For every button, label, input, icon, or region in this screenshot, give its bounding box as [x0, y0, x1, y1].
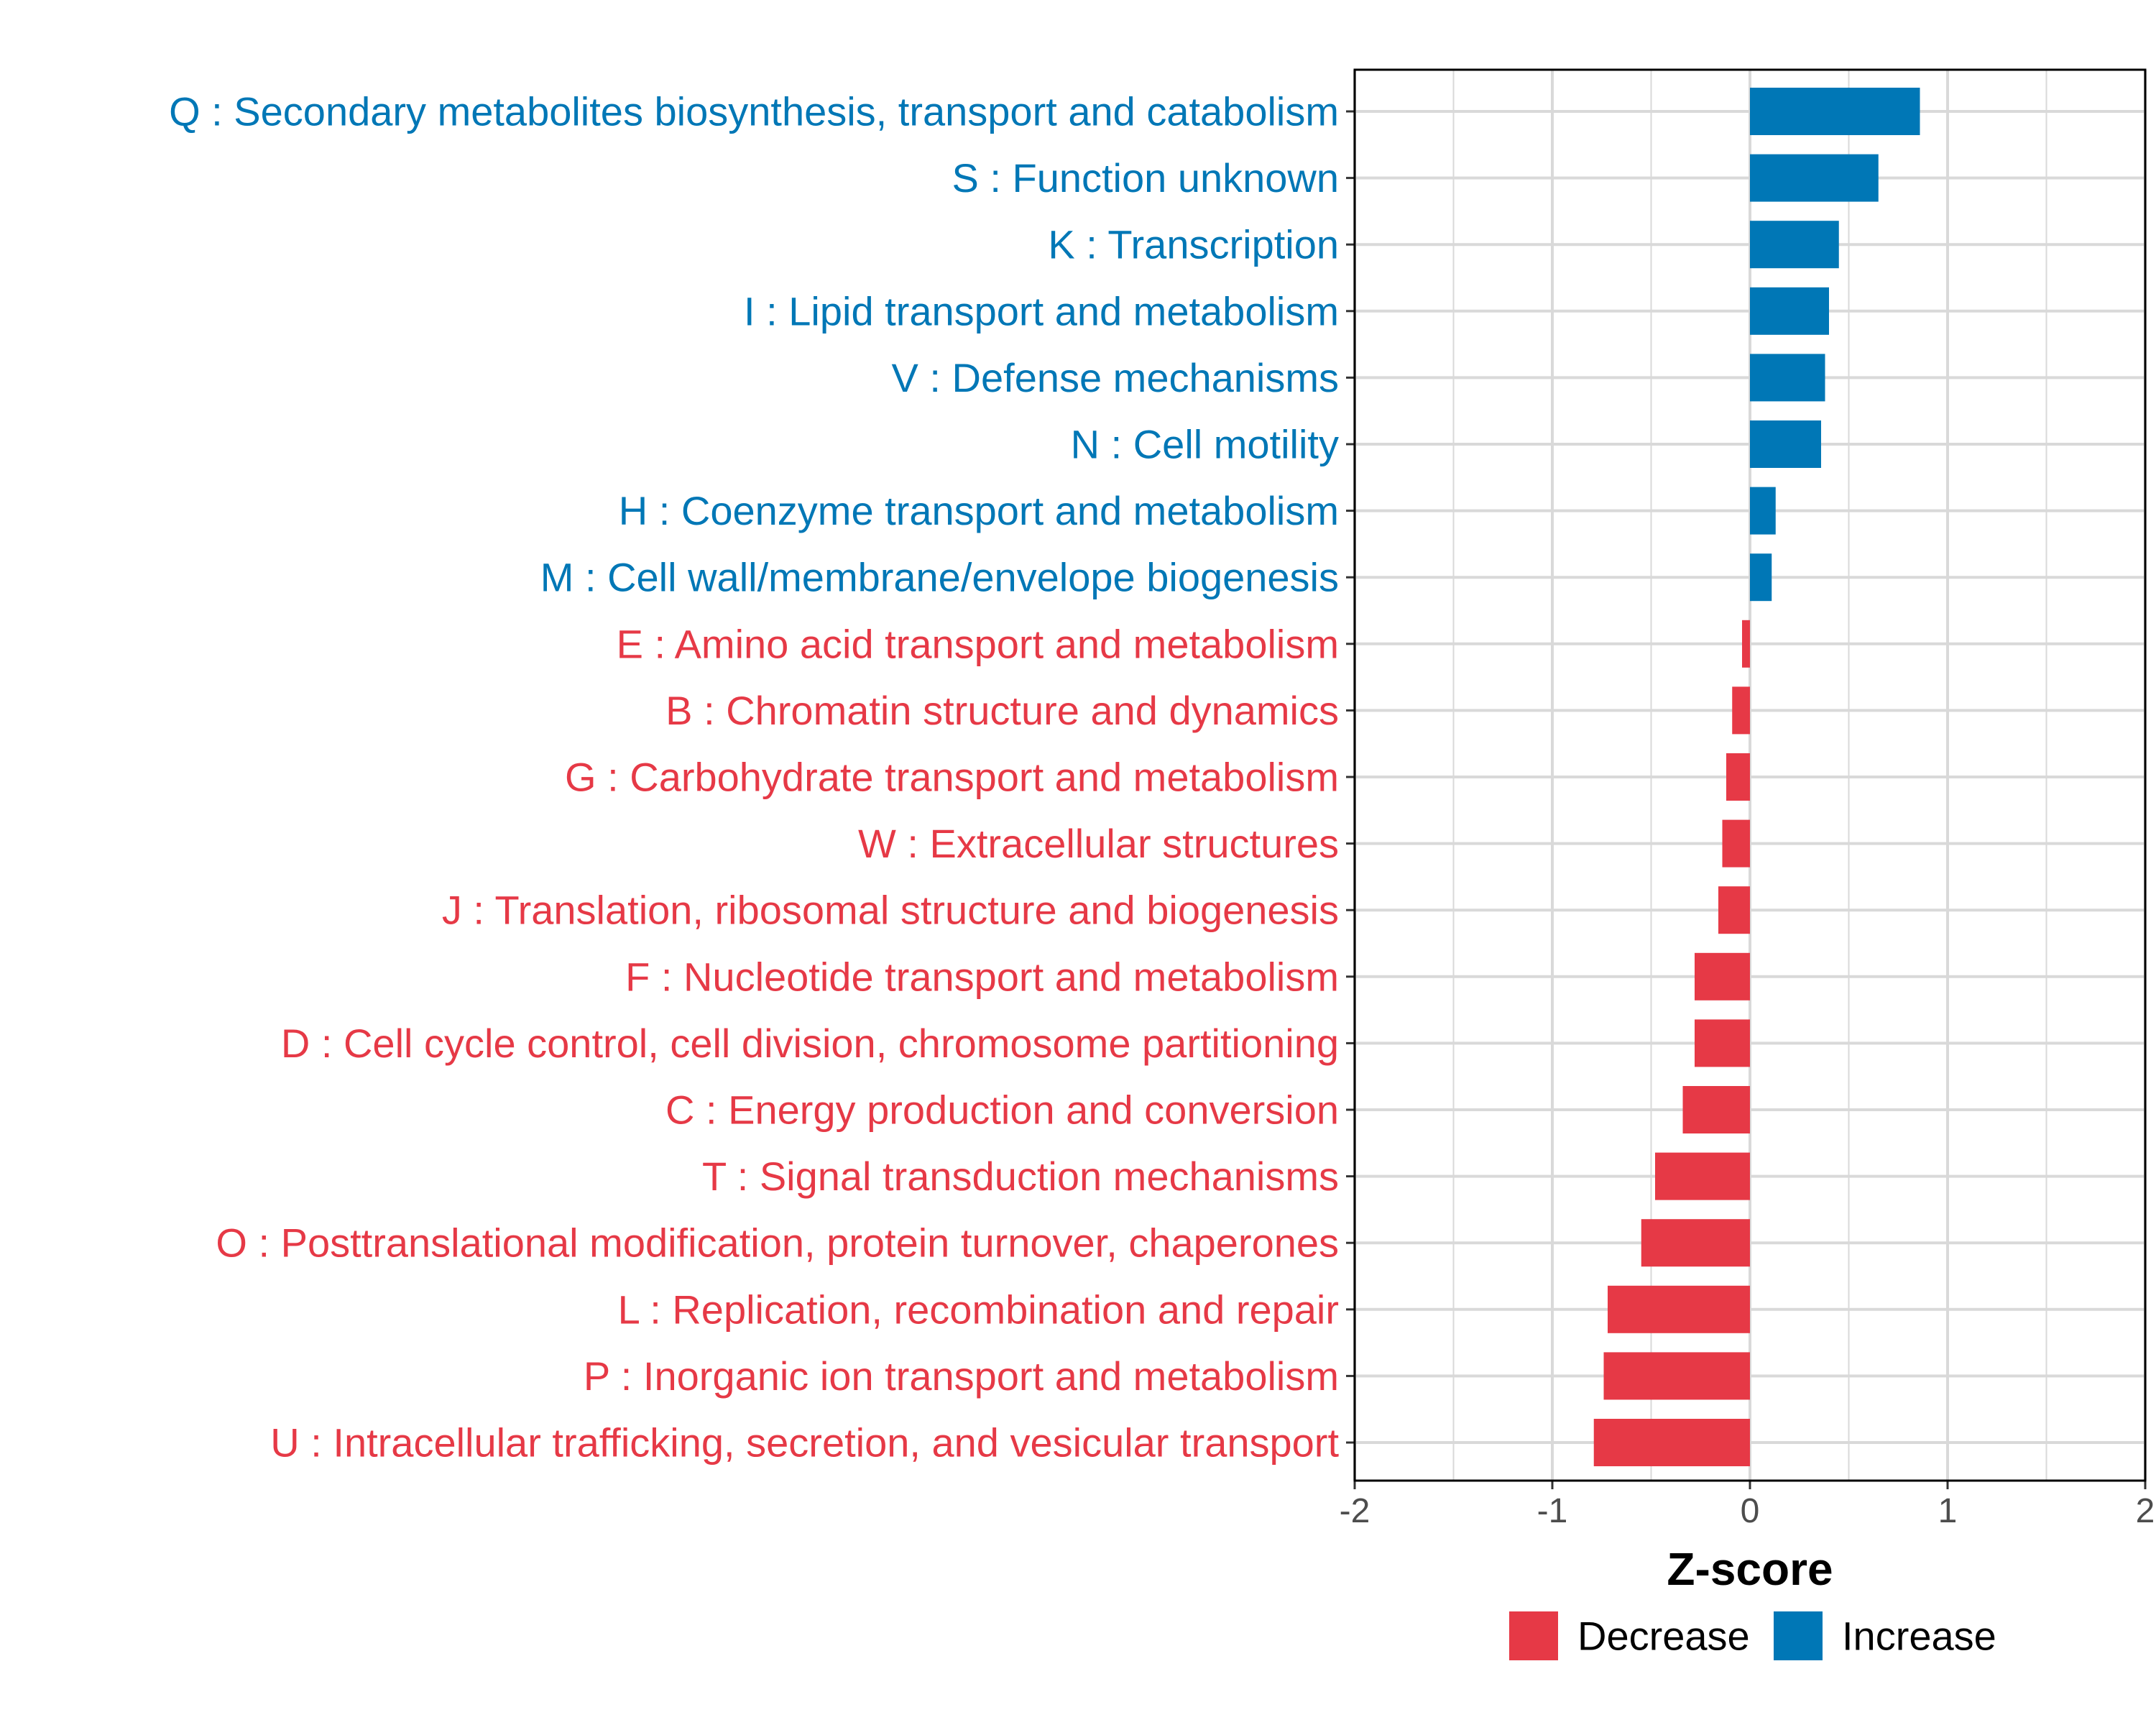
category-label: T : Signal transduction mechanisms [702, 1154, 1339, 1199]
bar [1593, 1419, 1750, 1466]
category-label: C : Energy production and conversion [665, 1087, 1339, 1133]
panel-border [1353, 68, 2147, 1482]
category-label: H : Coenzyme transport and metabolism [619, 488, 1339, 533]
x-tick-label: 1 [1938, 1492, 1958, 1530]
category-label: K : Transcription [1048, 222, 1339, 267]
x-tick-label: 0 [1741, 1492, 1760, 1530]
category-label: G : Carbohydrate transport and metabolis… [565, 755, 1339, 800]
category-label: Q : Secondary metabolites biosynthesis, … [169, 89, 1339, 134]
bar [1742, 620, 1750, 668]
x-axis-ticks: -2 -1 0 1 2 [1340, 110, 2155, 1530]
bar [1655, 1152, 1750, 1200]
bar [1695, 1019, 1750, 1067]
category-label: E : Amino acid transport and metabolism [617, 621, 1339, 666]
legend-key-increase [1774, 1611, 1823, 1660]
category-label: N : Cell motility [1071, 422, 1339, 467]
category-label: S : Function unknown [952, 155, 1339, 201]
category-label: W : Extracellular structures [858, 821, 1339, 866]
category-label: U : Intracellular trafficking, secretion… [270, 1420, 1339, 1466]
bar [1695, 952, 1750, 1000]
bar [1641, 1219, 1750, 1267]
category-label: P : Inorganic ion transport and metaboli… [584, 1353, 1339, 1399]
category-label: J : Translation, ribosomal structure and… [442, 888, 1339, 933]
bar [1718, 886, 1750, 934]
category-label: M : Cell wall/membrane/envelope biogenes… [540, 555, 1339, 600]
bar [1750, 154, 1879, 202]
x-axis-title: Z-score [1667, 1543, 1833, 1595]
category-label: D : Cell cycle control, cell division, c… [281, 1021, 1339, 1066]
legend-key-decrease [1509, 1611, 1558, 1660]
bar [1750, 420, 1821, 468]
legend-label-decrease: Decrease [1577, 1614, 1750, 1659]
bar [1750, 287, 1829, 335]
bar [1603, 1352, 1750, 1400]
bars [1593, 88, 1920, 1466]
bar [1750, 221, 1839, 269]
category-label: L : Replication, recombination and repai… [618, 1287, 1339, 1332]
category-label: V : Defense mechanisms [892, 355, 1339, 400]
bar [1732, 686, 1750, 735]
bar [1750, 88, 1920, 135]
legend: Decrease Increase [1509, 1611, 1996, 1660]
bar [1750, 487, 1776, 535]
category-label: F : Nucleotide transport and metabolism [625, 954, 1339, 999]
x-tick-label: -2 [1340, 1492, 1370, 1530]
category-label: B : Chromatin structure and dynamics [665, 688, 1339, 733]
x-tick-label: -1 [1537, 1492, 1568, 1530]
x-tick-label: 2 [2136, 1492, 2155, 1530]
bar [1722, 819, 1750, 868]
bar [1726, 753, 1750, 801]
category-labels: Q : Secondary metabolites biosynthesis, … [169, 89, 1339, 1466]
bar [1750, 553, 1772, 602]
category-label: I : Lipid transport and metabolism [744, 288, 1339, 334]
legend-label-increase: Increase [1842, 1614, 1996, 1659]
category-label: O : Posttranslational modification, prot… [216, 1220, 1339, 1266]
bar [1750, 354, 1825, 402]
bar [1608, 1285, 1750, 1333]
bar [1682, 1086, 1750, 1133]
